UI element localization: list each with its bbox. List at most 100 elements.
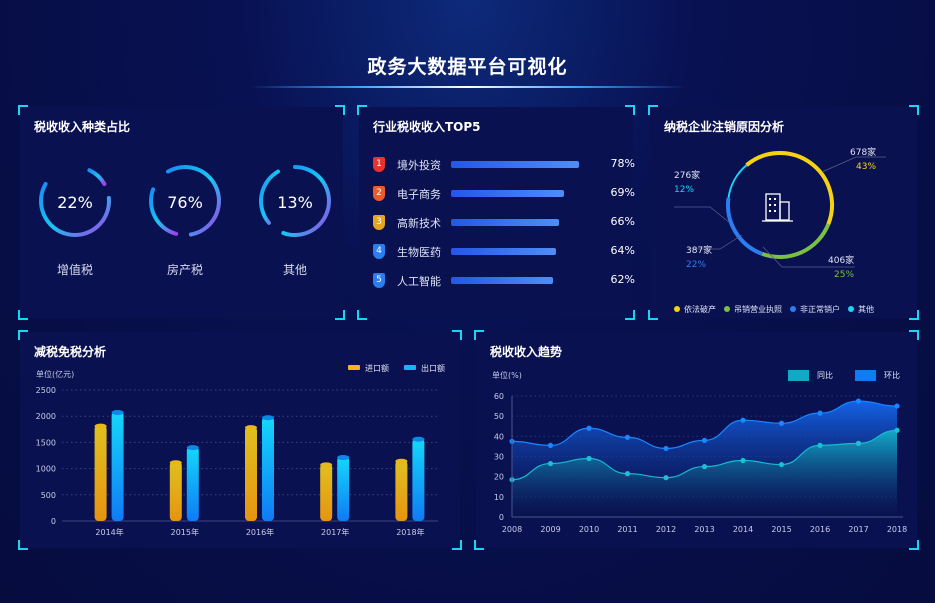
bar-出口额: [262, 416, 274, 521]
y-tick-label: 60: [494, 392, 504, 401]
progress-bar: [451, 277, 553, 284]
y-axis-unit: 单位(亿元): [36, 370, 75, 379]
data-point: [547, 460, 554, 467]
title-glow-divider: [250, 86, 685, 88]
leader-line: [674, 206, 731, 224]
rank-badge-icon: 5: [373, 273, 385, 288]
x-tick-label: 2011: [617, 525, 637, 534]
ring-gauge-1: 22%: [37, 163, 113, 239]
legend-item: 吊销营业执照: [724, 304, 782, 315]
progress-bar: [451, 248, 557, 255]
industry-row: 5 人工智能 62%: [373, 273, 635, 289]
ring-percent: 13%: [277, 193, 313, 212]
x-tick-label: 2009: [540, 525, 560, 534]
ring-arc: [166, 165, 221, 237]
industry-row: 1 境外投资 78%: [373, 157, 635, 173]
ring-arc: [281, 165, 331, 237]
y-tick-label: 0: [499, 513, 504, 522]
data-point: [663, 475, 669, 481]
x-tick-label: 2012: [656, 525, 676, 534]
data-point: [740, 457, 746, 464]
window: [774, 204, 776, 206]
bar-cap: [111, 409, 124, 415]
industry-name: 生物医药: [397, 246, 441, 259]
x-tick-label: 2016: [810, 525, 830, 534]
bar-进口额: [245, 426, 257, 521]
y-tick-label: 20: [494, 473, 504, 482]
x-tick-label: 2018: [887, 525, 907, 534]
window: [774, 198, 776, 200]
progress-bar: [451, 161, 579, 168]
leader-line: [762, 246, 855, 268]
rank-badge-icon: 3: [373, 215, 385, 230]
legend-swatch: [348, 365, 360, 370]
donut-slice: [727, 164, 748, 199]
donut-slice: [745, 151, 834, 226]
industry-percent: 62%: [610, 273, 635, 286]
industry-percent: 64%: [610, 244, 635, 257]
data-point: [817, 410, 823, 416]
x-tick-label: 2008: [502, 525, 522, 534]
donut-chart: 678家 43% 406家 25% 387家 22% 276家 12%: [674, 146, 886, 280]
rank-badge-icon: 2: [373, 186, 385, 201]
bar-cap: [169, 460, 182, 466]
y-tick-label: 30: [494, 453, 504, 462]
ring-name: 增值税: [56, 263, 93, 277]
data-point: [624, 434, 631, 440]
ring-arc: [87, 168, 107, 186]
area-fill-同比: [512, 430, 897, 517]
bar-chart: 0 500 1000 1500 2000 2500 2014年 2015年 2016年 2017年…: [36, 363, 445, 537]
ring-percent: 76%: [167, 193, 203, 212]
slice-count: 678家: [850, 146, 876, 158]
y-axis-unit: 单位(%): [492, 371, 522, 380]
industry-percent: 69%: [610, 186, 635, 199]
y-tick-label: 0: [51, 517, 56, 526]
legend-label: 进口额: [365, 363, 389, 373]
top5-panel: 行业税收收入TOP5 1 境外投资 78% 2 电子商务 69% 3 高新技术 66% 4 生物医药…: [357, 105, 635, 320]
x-tick-label: 2014: [733, 525, 753, 534]
slice-percent: 43%: [856, 162, 876, 172]
y-tick-label: 2500: [36, 386, 56, 395]
tax-reduction-panel: 减税免税分析 单位(亿元) 0 500 1000 1500 2000 2500 2014年 2…: [18, 330, 462, 550]
progress-bar: [451, 190, 565, 197]
ring-gauge-2: 76%: [147, 163, 223, 239]
slice-percent: 12%: [674, 185, 694, 195]
panel-title: 行业税收收入TOP5: [373, 120, 481, 134]
leader-line: [688, 234, 743, 250]
slice-percent: 22%: [686, 260, 706, 270]
y-tick-label: 2000: [36, 412, 56, 421]
y-tick-label: 1000: [36, 465, 56, 474]
legend-label: 其他: [858, 304, 874, 314]
leader-line: [821, 156, 886, 173]
bar-cap: [186, 445, 199, 451]
window: [769, 198, 771, 200]
cancel-reason-panel: 纳税企业注销原因分析 678家 43% 406家 25% 387家 22% 276家 12% …: [648, 105, 919, 320]
industry-row: 4 生物医药 64%: [373, 244, 635, 260]
area-chart: 0 10 20 30 40 50 60 2008 2009 2010 2011 2012 2013 201…: [494, 370, 907, 534]
bar-出口额: [111, 411, 124, 521]
data-point: [586, 425, 592, 431]
panel-title: 税收收入种类占比: [34, 120, 131, 134]
x-tick-label: 2013: [694, 525, 714, 534]
panel-title: 税收收入趋势: [490, 345, 563, 359]
rank-badge-icon: 1: [373, 157, 385, 172]
data-point: [778, 420, 785, 426]
window: [769, 210, 771, 212]
industry-row: 3 高新技术 66%: [373, 215, 635, 231]
data-point: [740, 417, 746, 423]
bar-出口额: [337, 456, 350, 521]
bar-cap: [320, 462, 333, 468]
legend-label: 非正常销户: [800, 304, 840, 314]
industry-row: 2 电子商务 69%: [373, 186, 635, 202]
industry-name: 高新技术: [397, 217, 441, 230]
legend-swatch: [788, 370, 809, 381]
window: [769, 204, 771, 206]
x-tick-label: 2015年: [171, 527, 199, 537]
bar-cap: [412, 436, 425, 442]
panel-title: 纳税企业注销原因分析: [664, 120, 785, 134]
slice-count: 276家: [674, 169, 700, 181]
y-tick-label: 50: [494, 412, 504, 421]
x-tick-label: 2016年: [246, 527, 274, 537]
x-tick-label: 2014年: [95, 527, 123, 537]
data-point: [817, 442, 823, 449]
